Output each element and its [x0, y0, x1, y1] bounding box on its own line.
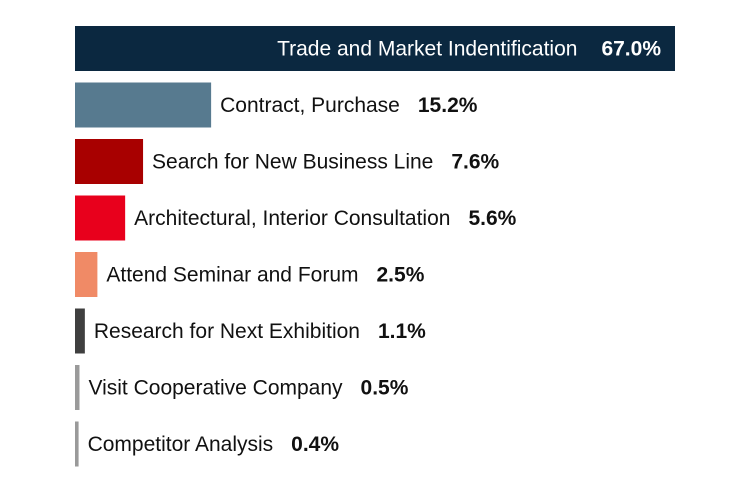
bar-label-1: Trade and Market Indentification — [277, 38, 577, 61]
bar-5 — [75, 252, 98, 297]
bar-4 — [75, 195, 126, 241]
bar-value-3: 7.6% — [451, 151, 499, 174]
bar-label-2: Contract, Purchase — [220, 94, 400, 117]
bar-value-2: 15.2% — [418, 94, 478, 117]
bar-6 — [75, 308, 85, 354]
bar-label-5: Attend Seminar and Forum — [106, 264, 358, 287]
bar-label-6: Research for Next Exhibition — [94, 320, 360, 343]
bar-value-5: 2.5% — [377, 264, 425, 287]
bar-value-4: 5.6% — [468, 207, 516, 230]
bar-label-7: Visit Cooperative Company — [88, 377, 343, 400]
bar-1 — [75, 26, 675, 71]
bar-label-4: Architectural, Interior Consultation — [134, 207, 450, 230]
bar-value-1: 67.0% — [601, 38, 661, 61]
bar-value-6: 1.1% — [378, 320, 426, 343]
bar-label-8: Competitor Analysis — [88, 433, 274, 456]
bar-3 — [75, 139, 144, 184]
bar-7 — [75, 365, 80, 410]
bar-value-8: 0.4% — [291, 433, 339, 456]
bar-2 — [75, 82, 212, 128]
bar-label-3: Search for New Business Line — [152, 151, 433, 174]
bar-value-7: 0.5% — [361, 377, 409, 400]
bar-8 — [75, 421, 79, 467]
